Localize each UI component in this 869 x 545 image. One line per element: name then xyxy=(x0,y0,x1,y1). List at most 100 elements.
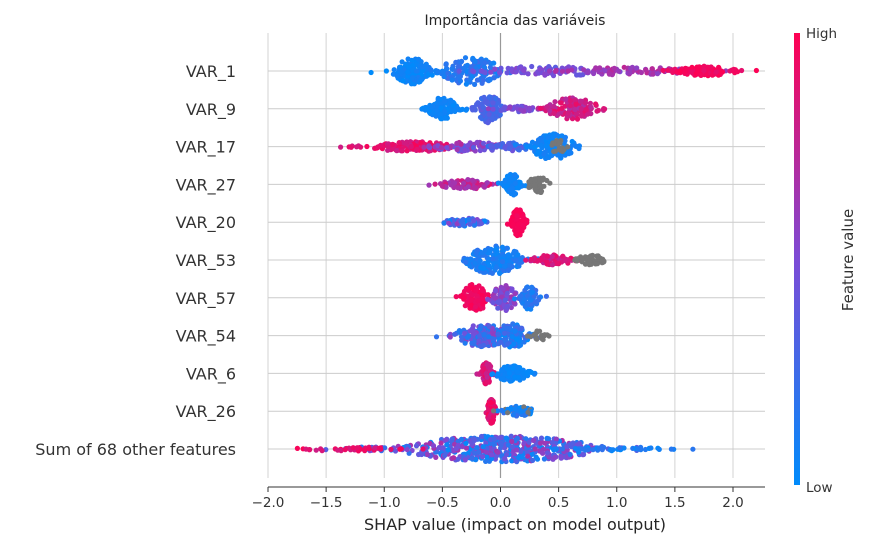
shap-point xyxy=(510,214,516,220)
shap-point xyxy=(509,438,515,445)
shap-point xyxy=(489,270,495,276)
shap-point xyxy=(694,68,701,74)
shap-point xyxy=(535,137,542,143)
shap-point xyxy=(574,116,581,122)
shap-point xyxy=(583,106,589,112)
shap-point xyxy=(442,108,448,114)
shap-point xyxy=(512,328,518,334)
shap-point xyxy=(497,435,503,441)
shap-point xyxy=(463,81,469,87)
shap-point xyxy=(471,222,477,228)
feature-label: VAR_54 xyxy=(176,327,236,347)
shap-point xyxy=(597,65,603,71)
shap-point xyxy=(518,293,524,299)
shap-point xyxy=(459,443,466,450)
shap-point xyxy=(573,101,579,107)
shap-point xyxy=(433,334,440,340)
shap-point xyxy=(480,301,486,307)
shap-point xyxy=(510,412,516,418)
shap-point xyxy=(453,294,459,300)
shap-point xyxy=(553,436,559,442)
shap-point xyxy=(446,220,452,226)
shap-point xyxy=(484,378,490,384)
shap-point xyxy=(372,445,378,451)
shap-point xyxy=(574,72,580,78)
shap-point xyxy=(504,173,511,179)
shap-point xyxy=(529,63,535,70)
shap-point xyxy=(634,65,640,71)
shap-point xyxy=(487,94,493,100)
shap-point xyxy=(508,175,515,181)
shap-point xyxy=(462,55,469,61)
shap-point xyxy=(593,65,599,71)
shap-point xyxy=(570,440,576,446)
feature-label: Sum of 68 other features xyxy=(35,440,236,459)
shap-point xyxy=(621,445,627,451)
shap-point xyxy=(462,303,468,309)
shap-point xyxy=(542,440,548,446)
shap-point xyxy=(354,144,360,150)
shap-point xyxy=(496,69,503,76)
shap-point xyxy=(294,445,300,451)
shap-point xyxy=(435,68,441,74)
shap-point xyxy=(428,104,434,110)
shap-point xyxy=(490,106,496,112)
shap-point xyxy=(638,444,644,450)
shap-point xyxy=(490,256,496,262)
shap-point xyxy=(362,448,368,454)
shap-point xyxy=(442,98,448,104)
shap-point xyxy=(553,67,559,74)
shap-point xyxy=(462,340,468,346)
shap-point xyxy=(559,105,565,111)
shap-point xyxy=(526,439,532,445)
shap-point xyxy=(366,446,372,452)
shap-point xyxy=(521,440,527,446)
feature-label: VAR_27 xyxy=(176,175,236,195)
shap-point xyxy=(468,256,474,263)
shap-point xyxy=(424,106,430,112)
shap-point xyxy=(487,367,493,373)
shap-point xyxy=(518,107,524,113)
shap-point xyxy=(442,452,448,459)
shap-point xyxy=(478,220,484,227)
shap-point xyxy=(567,451,573,458)
shap-point xyxy=(554,260,560,267)
shap-point xyxy=(551,103,557,109)
shap-point xyxy=(456,68,462,74)
shap-point xyxy=(514,447,520,453)
shap-point xyxy=(602,106,608,112)
shap-point xyxy=(490,371,496,377)
shap-point xyxy=(506,141,512,147)
shap-point xyxy=(584,111,591,117)
x-tick-label: −2.0 xyxy=(252,495,285,511)
shap-point xyxy=(529,289,535,295)
feature-label: VAR_17 xyxy=(176,138,236,158)
shap-point xyxy=(421,144,427,150)
shap-point xyxy=(481,365,487,371)
shap-point xyxy=(487,249,493,255)
shap-point xyxy=(543,293,550,299)
shap-point xyxy=(444,442,450,448)
shap-point xyxy=(335,447,341,453)
shap-point xyxy=(490,300,496,306)
shap-point xyxy=(489,452,495,458)
shap-point xyxy=(475,100,481,106)
shap-point xyxy=(501,263,508,269)
shap-point xyxy=(539,177,546,183)
shap-point xyxy=(471,69,477,75)
x-axis-title: SHAP value (impact on model output) xyxy=(364,515,666,534)
shap-point xyxy=(481,332,487,338)
shap-point xyxy=(488,69,494,75)
shap-point xyxy=(426,143,432,149)
shap-point xyxy=(514,435,520,441)
shap-point xyxy=(606,71,613,77)
shap-point xyxy=(573,143,579,149)
shap-point xyxy=(499,244,506,250)
shap-point xyxy=(488,418,494,424)
shap-point xyxy=(525,71,531,77)
shap-point xyxy=(461,180,467,186)
shap-point xyxy=(491,342,497,348)
shap-point xyxy=(418,76,424,82)
shap-point xyxy=(524,300,530,306)
shap-point xyxy=(444,70,450,76)
